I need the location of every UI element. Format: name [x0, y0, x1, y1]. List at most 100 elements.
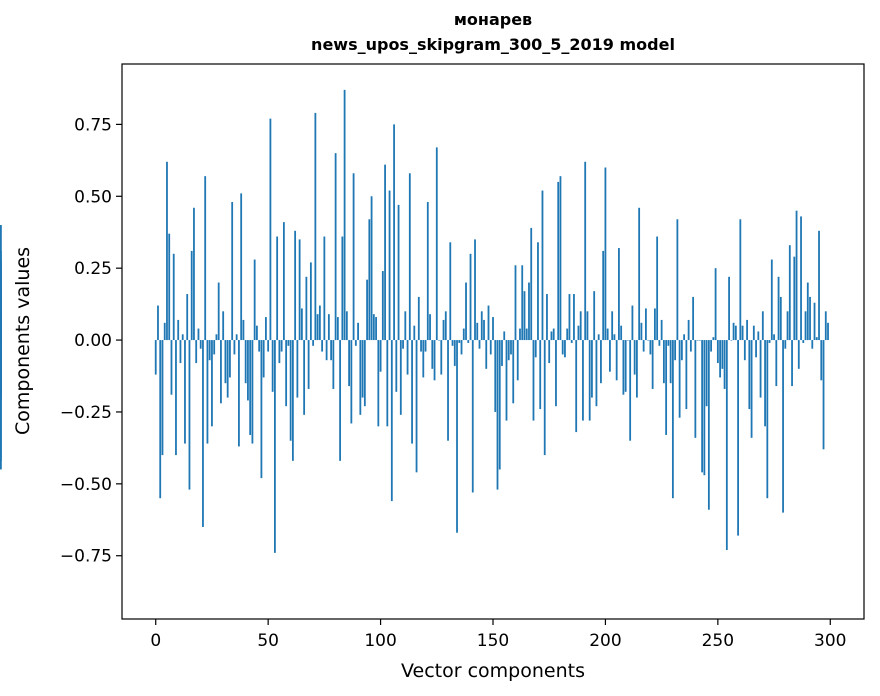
- bar: [175, 340, 177, 456]
- bar: [260, 340, 263, 479]
- bar: [534, 340, 537, 358]
- bar: [424, 340, 427, 352]
- bar: [474, 239, 476, 341]
- bar: [197, 328, 200, 341]
- bar: [181, 334, 184, 341]
- y-tick-label: −0.75: [60, 547, 112, 567]
- bar: [366, 279, 368, 341]
- bar: [166, 161, 168, 341]
- bar: [642, 340, 645, 352]
- bar: [386, 340, 389, 427]
- bar: [501, 340, 503, 366]
- bar: [584, 161, 587, 341]
- bar: [665, 340, 668, 435]
- bar: [503, 331, 506, 341]
- bar: [492, 317, 494, 341]
- bar: [204, 176, 207, 341]
- bar: [229, 340, 231, 378]
- bar: [289, 340, 292, 441]
- bar: [404, 311, 407, 341]
- bar: [388, 190, 391, 341]
- bar: [269, 118, 272, 341]
- bar: [624, 340, 627, 392]
- bar: [813, 302, 816, 341]
- bar: [161, 340, 164, 456]
- bar: [566, 328, 569, 341]
- bar: [332, 340, 335, 389]
- bar: [552, 328, 555, 341]
- bar: [739, 219, 742, 341]
- bar: [231, 202, 234, 341]
- bar: [163, 322, 166, 341]
- bar: [433, 340, 436, 381]
- bar: [368, 219, 371, 341]
- bar: [523, 291, 526, 341]
- bar: [487, 305, 490, 341]
- bar: [399, 340, 402, 415]
- bar: [687, 319, 690, 341]
- bar: [220, 340, 222, 404]
- bar: [280, 340, 283, 352]
- bar: [240, 193, 243, 341]
- bar: [597, 334, 600, 341]
- bar: [561, 340, 564, 355]
- bar: [784, 340, 787, 349]
- bar: [217, 282, 220, 341]
- bar: [251, 340, 254, 444]
- bar: [480, 311, 483, 341]
- bar: [647, 340, 650, 341]
- bar: [370, 196, 373, 341]
- bar: [564, 340, 566, 358]
- bar: [640, 322, 643, 341]
- bar: [170, 340, 173, 395]
- bar: [282, 222, 285, 341]
- bar: [453, 340, 456, 366]
- bar: [622, 340, 625, 395]
- bar: [629, 340, 632, 441]
- bar: [494, 340, 497, 412]
- bar: [530, 227, 533, 341]
- bar: [247, 340, 249, 401]
- y-tick-label: 0.00: [74, 331, 112, 351]
- bar: [458, 340, 461, 343]
- bar: [336, 317, 339, 341]
- bar: [190, 250, 193, 341]
- bar: [582, 340, 584, 421]
- bar: [815, 337, 818, 341]
- bar: [444, 311, 447, 341]
- bar: [271, 340, 274, 392]
- x-axis: 0 50 100 150 200 250 300: [150, 619, 846, 651]
- bar: [253, 259, 256, 341]
- y-axis: −0.75 −0.50 −0.25 0.00 0.25 0.50 0.75: [60, 115, 122, 567]
- bar: [613, 334, 616, 341]
- bar: [755, 340, 757, 358]
- bar: [689, 340, 692, 352]
- bar: [184, 340, 186, 444]
- bar: [188, 340, 191, 490]
- bar: [782, 340, 784, 513]
- y-tick-label: 0.50: [74, 187, 112, 207]
- bar: [759, 340, 762, 398]
- bar: [296, 340, 299, 398]
- bar: [411, 340, 413, 444]
- bar: [732, 322, 735, 341]
- bar: [172, 253, 175, 341]
- bar: [707, 340, 710, 510]
- bar: [393, 124, 395, 341]
- bar: [577, 325, 580, 341]
- bar: [413, 325, 416, 341]
- bar: [447, 340, 449, 441]
- bar: [595, 340, 598, 407]
- bar: [719, 340, 721, 378]
- bar: [714, 268, 717, 341]
- bars-group: [0, 89, 829, 553]
- bar: [701, 340, 704, 473]
- bar: [483, 319, 485, 341]
- bar: [235, 334, 238, 341]
- bar: [199, 340, 202, 349]
- bar: [669, 340, 672, 384]
- bar: [514, 265, 517, 341]
- bar: [469, 253, 472, 341]
- bar: [570, 340, 573, 343]
- bar: [213, 340, 216, 355]
